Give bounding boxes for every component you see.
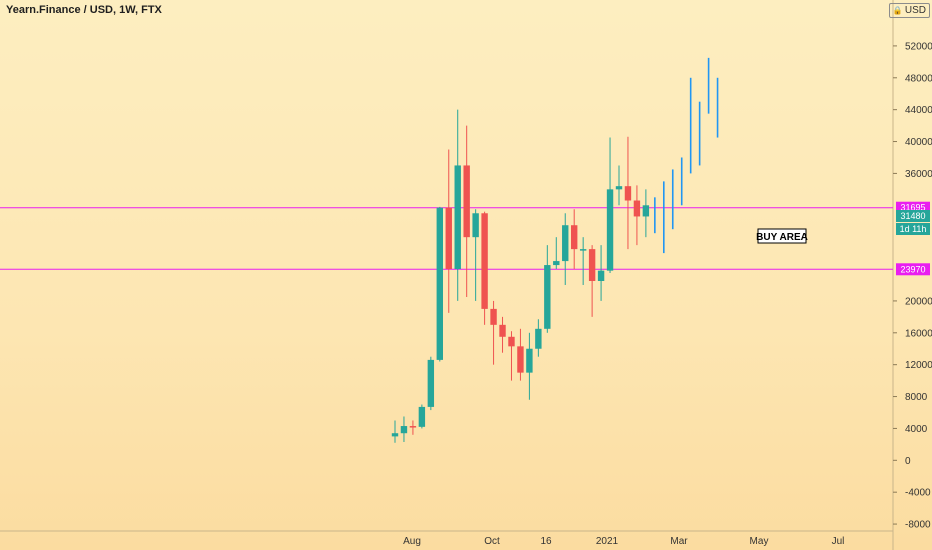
annotations: BUY AREA: [756, 228, 808, 244]
x-tick-label: Mar: [670, 536, 688, 547]
x-axis: Aug Oct 16 2021 Mar May Jul: [403, 536, 844, 547]
y-tick-label: 8000: [905, 392, 928, 403]
y-axis: 5200048000440004000036000200001600012000…: [893, 41, 932, 531]
candle-body: [544, 265, 551, 329]
candle-body: [579, 249, 587, 251]
hline-price-tag: [896, 263, 930, 276]
candle-body: [463, 165, 470, 238]
candle-body: [427, 359, 435, 407]
candle-body: [597, 270, 605, 281]
candle-body: [409, 426, 417, 428]
x-tick-label: 2021: [596, 536, 619, 547]
buy-area-annotation: BUY AREA: [756, 228, 808, 244]
candle-body: [454, 165, 461, 270]
y-tick-label: 40000: [905, 137, 932, 148]
y-tick-label: 12000: [905, 360, 932, 371]
grid: [0, 0, 894, 550]
candle-body: [526, 348, 533, 373]
ohlc-bars: [654, 57, 719, 254]
y-tick-label: 16000: [905, 328, 932, 339]
last-price-tag: [896, 210, 930, 222]
lock-icon: 🔒: [892, 6, 903, 15]
y-tick-label: 20000: [905, 296, 932, 307]
countdown-label: 1d 11h: [900, 224, 927, 234]
y-tick-label: 0: [905, 456, 911, 467]
hline-price-label: 31695: [900, 203, 925, 213]
candle-body: [517, 346, 524, 373]
candle-body: [472, 213, 479, 238]
candle-body: [436, 207, 443, 360]
candle-body: [606, 189, 614, 271]
y-tick-label: -4000: [905, 488, 931, 499]
price-tags: 31695 23970 31480 1d 11h: [896, 201, 930, 276]
currency-selector[interactable]: 🔒 USD: [888, 3, 930, 18]
y-tick-label: 36000: [905, 169, 932, 180]
candle-body: [588, 249, 596, 281]
buy-area-box: [757, 228, 807, 244]
x-tick-label: Aug: [403, 536, 421, 547]
hline-price-label: 23970: [900, 264, 925, 274]
y-tick-label: -8000: [905, 520, 931, 531]
candle-body: [418, 406, 426, 427]
y-tick-label: 52000: [905, 41, 932, 52]
candle-body: [400, 426, 408, 434]
symbol-title: Yearn.Finance / USD, 1W, FTX: [6, 4, 162, 16]
buy-area-label: BUY AREA: [756, 232, 808, 243]
candle-body: [624, 186, 632, 201]
x-tick-label: Jul: [832, 536, 845, 547]
candle-body: [553, 261, 560, 266]
currency-label: USD: [904, 5, 926, 16]
y-tick-label: 48000: [905, 73, 932, 84]
y-tick-label: 4000: [905, 424, 928, 435]
last-price-label: 31480: [900, 211, 925, 221]
candle-body: [615, 186, 623, 190]
candle-body: [571, 225, 578, 250]
countdown-tag: [896, 223, 930, 235]
candle-body: [562, 225, 569, 262]
candle-body: [445, 207, 452, 270]
candles: [391, 109, 650, 443]
candle-body: [481, 213, 488, 309]
x-tick-label: Oct: [484, 536, 500, 547]
candle-body: [508, 336, 515, 347]
candle-body: [490, 308, 497, 325]
candle-body: [642, 205, 650, 217]
x-tick-label: 16: [540, 536, 552, 547]
y-tick-label: 44000: [905, 105, 932, 116]
candle-body: [633, 200, 641, 217]
candle-body: [499, 324, 506, 337]
candle-body: [535, 328, 542, 349]
x-tick-label: May: [750, 536, 769, 547]
candle-body: [391, 433, 399, 437]
